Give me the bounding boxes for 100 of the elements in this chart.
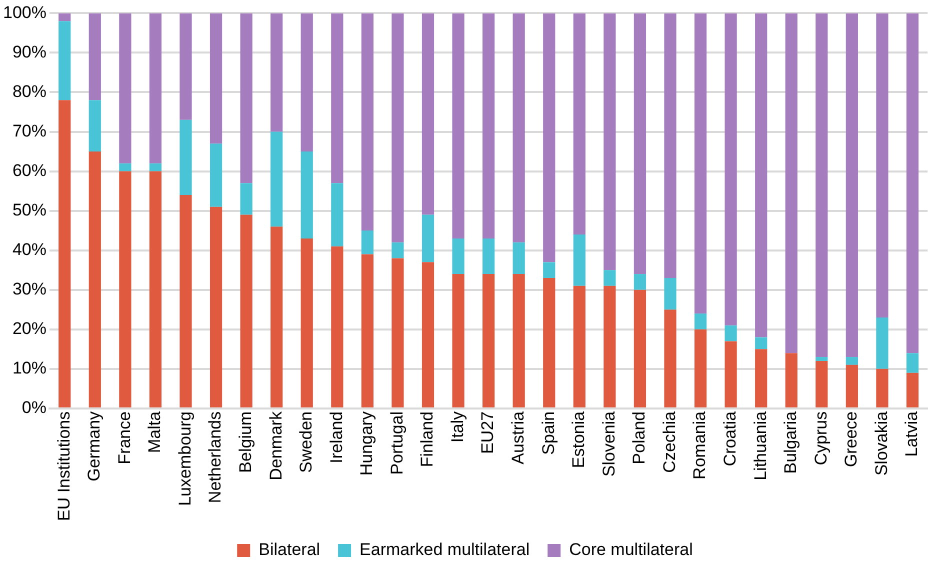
- bar: [482, 274, 495, 408]
- bar: [694, 314, 707, 330]
- x-tick-label: Lithuania: [750, 410, 770, 480]
- bar: [149, 13, 162, 164]
- bar: [634, 274, 646, 290]
- bar: [724, 325, 737, 342]
- bar: [180, 194, 192, 408]
- bar: [543, 13, 556, 262]
- y-tick-label: 50%: [12, 200, 46, 220]
- legend-label: Core multilateral: [569, 540, 693, 560]
- bar: [210, 144, 222, 207]
- bar: [88, 13, 101, 100]
- bar: [785, 353, 798, 408]
- bar: [240, 13, 252, 184]
- bar: [816, 360, 828, 408]
- bar: [452, 13, 464, 238]
- x-tick-label: Estonia: [569, 410, 588, 468]
- bar: [512, 274, 525, 408]
- bar: [392, 13, 404, 242]
- legend-label: Bilateral: [258, 540, 320, 560]
- bar: [119, 163, 132, 172]
- bar: [270, 13, 283, 132]
- x-tick-label: Croatia: [720, 410, 740, 466]
- x-tick-label: Finland: [418, 411, 437, 468]
- bar: [846, 357, 858, 365]
- x-tick-label: Luxembourg: [175, 411, 194, 506]
- bar: [906, 372, 919, 408]
- bar: [724, 341, 737, 408]
- x-tick-label: Ireland: [326, 411, 346, 464]
- bar: [58, 21, 71, 100]
- x-tick-label: France: [114, 411, 134, 464]
- bar: [543, 278, 556, 408]
- bar: [846, 364, 858, 408]
- bar: [604, 270, 616, 286]
- bar: [300, 13, 313, 152]
- bar: [180, 13, 192, 120]
- bar: [573, 286, 586, 408]
- bar: [816, 357, 828, 361]
- bar: [512, 13, 525, 242]
- x-tick-label: Netherlands: [206, 411, 225, 504]
- y-tick-label: 60%: [12, 160, 46, 180]
- x-tick-label: Malta: [145, 410, 164, 453]
- bar: [755, 13, 768, 338]
- bar: [482, 238, 495, 274]
- bar: [180, 120, 192, 195]
- x-tick-label: Germany: [84, 410, 104, 482]
- x-tick-label: Romania: [690, 410, 710, 480]
- bar: [361, 230, 374, 254]
- x-tick-label: Belgium: [236, 411, 255, 473]
- x-tick-label: EU Institutions: [54, 411, 74, 522]
- bar: [452, 274, 464, 408]
- bar: [694, 329, 707, 408]
- bar: [604, 286, 616, 408]
- x-tick-label: EU27: [478, 411, 498, 454]
- x-tick-label: Slovakia: [872, 410, 891, 476]
- y-tick-label: 90%: [12, 42, 46, 62]
- bar: [664, 310, 676, 408]
- x-tick-label: Italy: [448, 410, 467, 443]
- y-tick-label: 100%: [2, 2, 46, 22]
- bar: [240, 214, 252, 408]
- bar: [573, 13, 586, 235]
- bar: [422, 13, 434, 215]
- bar: [422, 262, 434, 408]
- bar: [240, 183, 252, 215]
- bar: [210, 206, 222, 408]
- bar: [876, 368, 888, 408]
- legend-label: Earmarked multilateral: [360, 540, 530, 560]
- bar: [88, 100, 101, 152]
- bar: [724, 13, 737, 326]
- x-tick-label: Slovenia: [599, 410, 618, 477]
- x-tick-label: Poland: [630, 411, 649, 464]
- bar: [816, 13, 828, 358]
- bar: [119, 13, 132, 164]
- bar: [634, 290, 646, 408]
- bar: [512, 242, 525, 274]
- y-tick-label: 20%: [12, 319, 46, 338]
- bar: [300, 152, 313, 238]
- bar: [664, 278, 676, 310]
- bar: [604, 13, 616, 270]
- bar: [906, 353, 919, 373]
- x-tick-label: Latvia: [902, 410, 922, 457]
- x-tick-label: Czechia: [660, 410, 679, 473]
- bar: [573, 234, 586, 286]
- bar: [331, 13, 344, 184]
- x-tick-label: Cyprus: [811, 411, 830, 466]
- y-tick-label: 80%: [12, 82, 46, 101]
- bar: [300, 238, 313, 408]
- x-tick-label: Austria: [508, 410, 528, 464]
- x-tick-label: Portugal: [387, 411, 406, 475]
- bar: [664, 13, 676, 278]
- bar: [452, 238, 464, 274]
- bar: [634, 13, 646, 274]
- x-tick-label: Spain: [538, 411, 558, 455]
- bar: [331, 246, 344, 408]
- bar: [422, 214, 434, 262]
- bar: [694, 13, 707, 314]
- bar: [270, 226, 283, 408]
- y-tick-label: 0%: [22, 398, 46, 418]
- x-tick-label: Greece: [842, 411, 861, 468]
- x-tick-label: Hungary: [357, 410, 376, 476]
